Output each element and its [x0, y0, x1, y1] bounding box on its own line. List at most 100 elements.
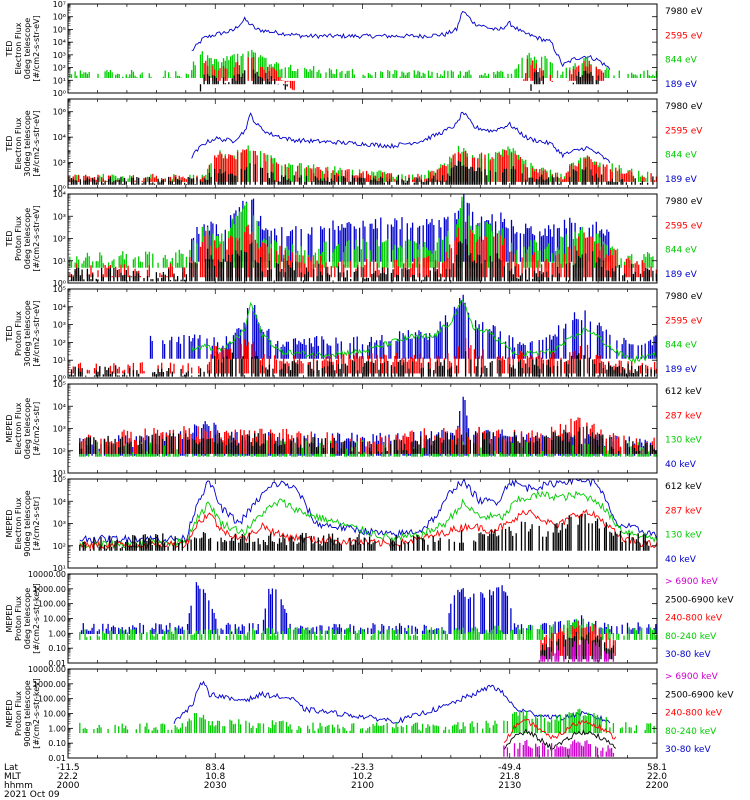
series-612-kev — [79, 426, 657, 455]
y-tick-label: 10² — [53, 542, 66, 551]
legend-entry: 40 keV — [665, 555, 697, 565]
y-label-line: Electron Flux — [14, 117, 23, 169]
y-label-line: Electron Flux — [14, 22, 23, 74]
y-tick-label: 10⁰ — [53, 89, 66, 98]
series-line — [173, 680, 611, 724]
time-axis-footer: Lat -11.5 83.4 -23.3 -49.4 58.1 MLT 22.2 10.8 10.… — [4, 763, 669, 800]
footer-value: 22.2 — [58, 772, 78, 782]
series-line — [79, 479, 657, 544]
y-label-line: TED — [5, 325, 14, 342]
series-group — [79, 582, 657, 662]
series-7980-ev — [68, 160, 654, 185]
series-line — [191, 111, 611, 164]
series-30-80-kev — [173, 680, 611, 724]
series-marks — [68, 221, 657, 278]
y-label-line: [#/cm2-s-str-keV] — [32, 583, 41, 654]
series-marks — [503, 739, 615, 757]
y-label-line: 90deg telescope — [23, 490, 32, 557]
footer-value: 2030 — [204, 781, 227, 791]
y-label-line: 30deg telescope — [23, 300, 32, 367]
footer-row-label: Lat — [4, 763, 19, 773]
panel-4: 10⁰ 10¹ 10² 10³ 10⁴ 10⁵ TED Proton Flux 30deg te… — [5, 285, 703, 383]
y-axis-label: MEPED Electron Flux 0deg telescope [#/cm2-s… — [5, 398, 41, 459]
panel-frame — [67, 3, 658, 94]
series-marks — [68, 149, 657, 182]
y-label-line: [#/cm2-s-str-eV] — [32, 300, 41, 366]
footer-value: -49.4 — [498, 763, 522, 773]
legend-entry: 7980 eV — [665, 292, 703, 302]
series--6900-kev — [540, 640, 615, 662]
legend-entry: 844 eV — [665, 341, 698, 351]
panel-frame — [67, 383, 658, 474]
legend-entry: 40 keV — [665, 460, 697, 470]
y-tick-label: 10⁷ — [53, 0, 66, 9]
footer-value: 2200 — [646, 781, 669, 791]
series-2595-ev — [68, 149, 657, 182]
y-tick-label: 10² — [53, 159, 66, 168]
series-844-ev — [69, 49, 657, 78]
footer-row-label: hhmm — [4, 781, 33, 791]
series-2595-ev — [68, 221, 657, 278]
y-tick-label: 10⁴ — [53, 402, 66, 411]
series-line — [503, 718, 617, 744]
y-label-line: Proton Flux — [14, 216, 23, 261]
legend-entry: 30-80 keV — [665, 745, 711, 755]
y-label-line: TED — [5, 230, 14, 247]
y-label-line: Proton Flux — [14, 596, 23, 641]
y-tick-label: 10³ — [53, 321, 66, 330]
legend-entry: 287 keV — [665, 506, 702, 516]
series-marks — [69, 49, 657, 78]
panel-5: 10¹ 10² 10³ 10⁴ 10⁵ MEPED Electron Flux 0deg te… — [5, 380, 702, 478]
series-7980-ev — [199, 69, 599, 92]
y-tick-label: 0.01 — [48, 659, 66, 668]
footer-value: 22.0 — [647, 772, 667, 782]
y-axis-label: MEPED Electron Flux 90deg telescope [#/cm2-… — [5, 490, 41, 557]
y-tick-label: 10³ — [53, 425, 66, 434]
y-label-line: [#/cm2-s-str] — [32, 497, 41, 550]
legend-entry: 612 keV — [665, 482, 702, 492]
legend-entry: 130 keV — [665, 436, 702, 446]
legend-entry: 189 eV — [665, 80, 698, 90]
series-marks — [69, 196, 654, 268]
y-label-line: 0deg telescope — [23, 208, 32, 269]
footer-value: 10.2 — [352, 772, 372, 782]
series-line — [503, 728, 617, 751]
y-label-line: MEPED — [5, 415, 14, 443]
footer-value: 10.8 — [205, 772, 225, 782]
legend-entry: 130 keV — [665, 531, 702, 541]
series-group — [68, 294, 657, 377]
series-group — [79, 396, 657, 457]
y-tick-label: 10000.00 — [28, 665, 66, 674]
y-tick-label: 0.01 — [48, 754, 66, 763]
y-tick-label: 10² — [53, 64, 66, 73]
y-label-line: Electron Flux — [14, 497, 23, 549]
y-label-line: [#/cm2-s-str-keV] — [32, 678, 41, 749]
y-label-line: Proton Flux — [14, 691, 23, 736]
series-marks — [79, 513, 650, 551]
y-label-line: Electron Flux — [14, 402, 23, 454]
y-label-line: 0deg telescope — [23, 18, 32, 79]
panel-8: 0.01 0.10 1.00 10.00 100.00 1000.00 10000.00 ME… — [5, 665, 734, 763]
y-tick-label: 1.00 — [48, 724, 66, 733]
footer-value: 2000 — [57, 781, 80, 791]
y-tick-label: 100.00 — [38, 695, 66, 704]
series-marks — [79, 708, 655, 734]
series-844-ev — [69, 196, 654, 268]
y-axis-label: TED Proton Flux 0deg telescope [#/cm2-s-str… — [5, 205, 41, 271]
y-label-line: [#/cm2-s-str-eV] — [32, 205, 41, 271]
y-tick-label: 10.00 — [43, 710, 66, 719]
series-group — [69, 11, 657, 92]
y-tick-label: 10⁰ — [53, 374, 66, 383]
legend-entry: 2500-6900 keV — [665, 595, 734, 605]
series-844-ev — [191, 299, 657, 365]
footer-row-label: MLT — [4, 772, 22, 782]
series-130-kev — [79, 489, 657, 549]
series-80-240-kev — [79, 708, 655, 734]
y-label-line: MEPED — [5, 700, 14, 728]
y-tick-label: 10⁴ — [53, 38, 66, 47]
series-group — [68, 111, 657, 185]
series-7980-ev — [68, 351, 656, 377]
y-tick-label: 10⁰ — [53, 279, 66, 288]
legend-entry: 80-240 keV — [665, 632, 717, 642]
series-189-ev — [191, 111, 611, 164]
